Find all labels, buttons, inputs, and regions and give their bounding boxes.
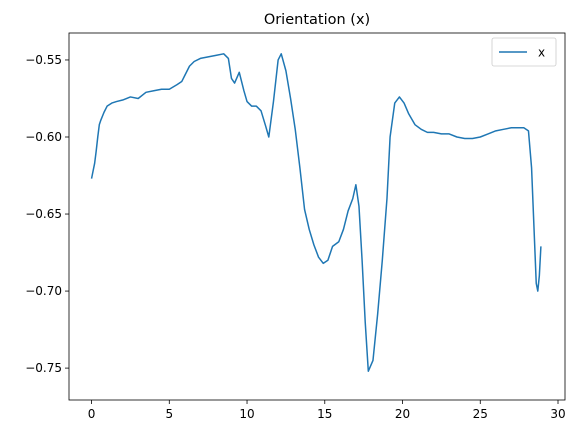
y-tick-label: −0.75	[25, 361, 62, 375]
y-tick-label: −0.65	[25, 207, 62, 221]
x-axis-ticks: 0 5 10 15 20 25 30	[88, 400, 566, 421]
y-tick-label: −0.60	[25, 130, 62, 144]
y-tick-label: −0.70	[25, 284, 62, 298]
x-tick-label: 10	[239, 407, 254, 421]
series-line-x	[90, 53, 542, 372]
chart-title: Orientation (x)	[264, 12, 370, 28]
x-tick-label: 30	[550, 407, 565, 421]
x-tick-label: 5	[165, 407, 173, 421]
x-tick-label: 0	[88, 407, 96, 421]
legend-label-x: x	[538, 46, 545, 60]
y-axis-ticks: −0.75 −0.70 −0.65 −0.60 −0.55	[25, 53, 69, 375]
x-tick-label: 15	[317, 407, 332, 421]
plot-area	[69, 33, 565, 400]
x-tick-label: 25	[473, 407, 488, 421]
x-tick-label: 20	[395, 407, 410, 421]
y-tick-label: −0.55	[25, 53, 62, 67]
legend: x	[491, 37, 557, 67]
axes-frame	[68, 32, 566, 401]
